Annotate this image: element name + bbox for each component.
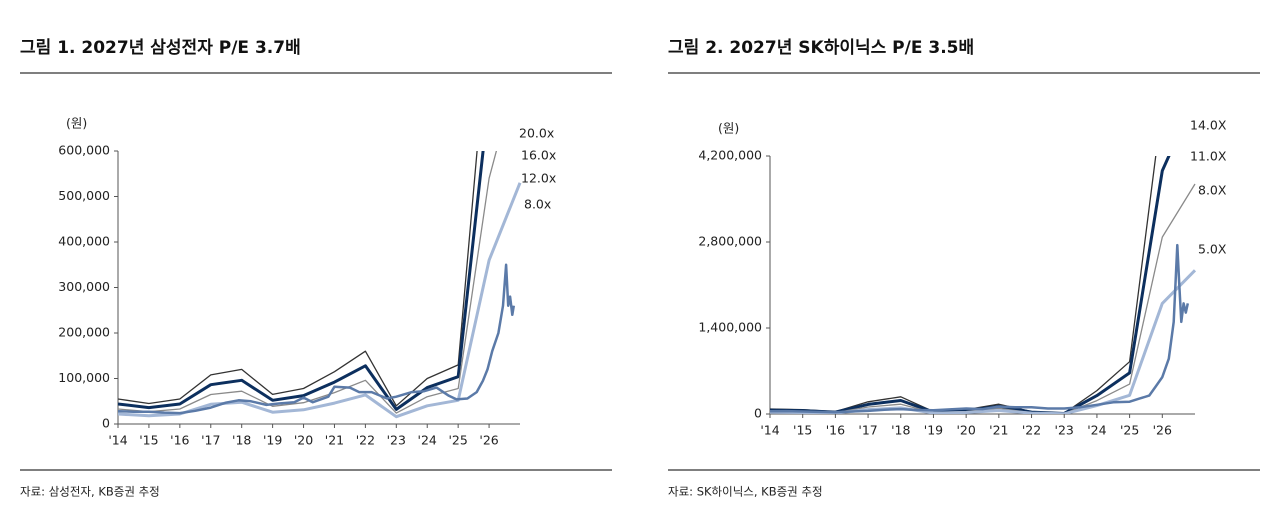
x-tick-label: '23	[387, 433, 406, 448]
y-tick-label: 1,400,000	[698, 320, 762, 335]
x-tick-label: '18	[232, 433, 251, 448]
series-label: 20.0x	[519, 126, 554, 141]
series-line	[770, 156, 1157, 414]
plot	[118, 151, 522, 419]
x-tick-label: '23	[1055, 423, 1074, 438]
y-tick-label: 4,200,000	[698, 148, 762, 163]
x-tick-label: '25	[1120, 423, 1139, 438]
y-unit: (원)	[66, 116, 87, 131]
series-line	[118, 151, 478, 407]
y-tick-label: 500,000	[58, 188, 110, 203]
x-tick-label: '26	[1153, 423, 1172, 438]
series-line	[770, 183, 1196, 414]
x-tick-label: '18	[891, 423, 910, 438]
series-label: 8.0X	[1198, 183, 1227, 198]
series-label: 16.0x	[521, 148, 556, 163]
chart-title: 그림 2. 2027년 SK하이닉스 P/E 3.5배	[668, 38, 974, 58]
y-unit: (원)	[718, 121, 739, 136]
x-tick-label: '20	[294, 433, 313, 448]
x-tick-label: '17	[858, 423, 877, 438]
x-tick-label: '21	[989, 423, 1008, 438]
y-tick-label: 400,000	[58, 234, 110, 249]
series-label: 11.0X	[1190, 149, 1227, 164]
source-note: 자료: SK하이닉스, KB증권 추정	[668, 485, 823, 499]
source-note: 자료: 삼성전자, KB증권 추정	[20, 485, 160, 499]
x-tick-label: '15	[139, 433, 158, 448]
x-tick-label: '26	[479, 433, 498, 448]
series-label: 5.0X	[1198, 242, 1227, 257]
x-tick-label: '22	[356, 433, 375, 448]
y-tick-label: 600,000	[58, 143, 110, 158]
chart-title: 그림 1. 2027년 삼성전자 P/E 3.7배	[20, 38, 301, 58]
x-tick-label: '24	[418, 433, 437, 448]
series-line	[118, 151, 498, 414]
series-label: 14.0X	[1190, 118, 1227, 133]
y-tick-label: 0	[102, 416, 110, 431]
series-line	[770, 156, 1171, 414]
series-label: 12.0x	[521, 171, 556, 186]
x-tick-label: '25	[448, 433, 467, 448]
x-tick-label: '21	[325, 433, 344, 448]
x-tick-label: '22	[1022, 423, 1041, 438]
series-line	[770, 243, 1190, 414]
plot	[770, 156, 1197, 414]
y-tick-label: 100,000	[58, 370, 110, 385]
x-tick-label: '19	[924, 423, 943, 438]
y-tick-label: 300,000	[58, 279, 110, 294]
x-tick-label: '20	[956, 423, 975, 438]
series-label: 8.0x	[524, 197, 551, 212]
x-tick-label: '17	[201, 433, 220, 448]
x-tick-label: '14	[760, 423, 779, 438]
x-tick-label: '14	[108, 433, 127, 448]
x-tick-label: '16	[170, 433, 189, 448]
x-tick-label: '19	[263, 433, 282, 448]
series-line	[118, 263, 516, 415]
series-line	[118, 151, 485, 411]
y-tick-label: 0	[754, 406, 762, 421]
x-tick-label: '24	[1087, 423, 1106, 438]
y-tick-label: 200,000	[58, 325, 110, 340]
series-line	[770, 269, 1197, 414]
x-tick-label: '16	[826, 423, 845, 438]
y-tick-label: 2,800,000	[698, 234, 762, 249]
x-tick-label: '15	[793, 423, 812, 438]
